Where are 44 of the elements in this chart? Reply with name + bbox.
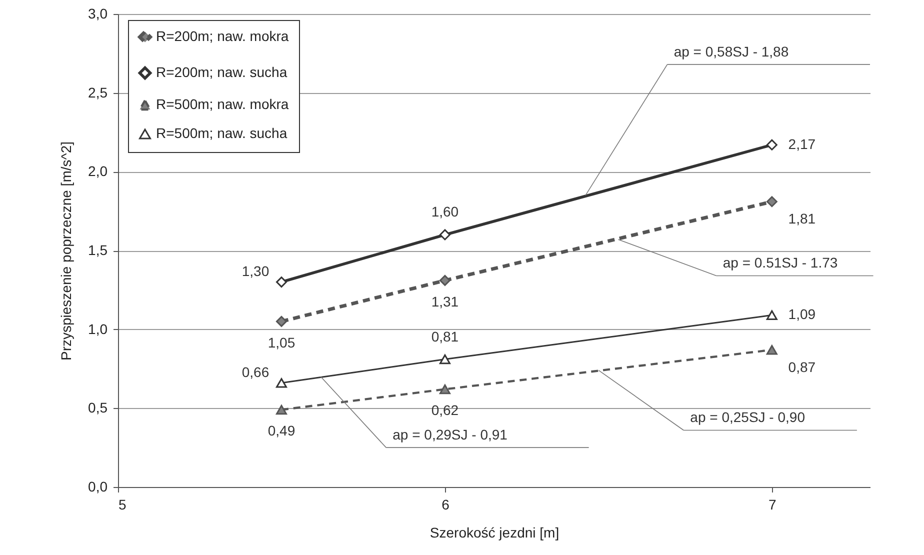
point <box>439 274 450 286</box>
y-tick-label: 2,0 <box>88 163 108 180</box>
x-tick-label: 6 <box>442 496 450 512</box>
data-label: 0,49 <box>268 422 296 439</box>
legend-label: R=200m; naw. sucha <box>156 64 288 80</box>
y-tick-label: 1,0 <box>88 320 108 337</box>
y-tick-label: 2,5 <box>88 84 108 100</box>
x-axis-title: Szerokość jezdni [m] <box>430 524 560 540</box>
data-label: 1,60 <box>431 204 459 220</box>
data-label: 1,81 <box>788 210 816 227</box>
data-label: 1,31 <box>431 293 459 310</box>
annotation: ap = 0,25SJ - 0,90 <box>690 409 806 426</box>
x-tick-label: 5 <box>118 496 126 512</box>
annotation: ap = 0.51SJ - 1.73 <box>722 254 838 271</box>
point <box>439 229 450 240</box>
annotation: ap = 0,29SJ - 0,91 <box>392 426 508 443</box>
data-label: 0,81 <box>431 328 459 344</box>
data-label: 0,62 <box>431 402 459 418</box>
point <box>766 310 778 320</box>
legend-label: R=200m; naw. mokra <box>156 28 289 44</box>
annotation: ap = 0,58SJ - 1,88 <box>674 43 789 60</box>
point <box>276 378 287 388</box>
data-label: 1,09 <box>788 306 816 322</box>
y-tick-label: 1,5 <box>88 242 108 258</box>
y-axis-title: Przyspieszenie poprzeczne [m/s^2] <box>58 142 74 360</box>
legend-label: R=500m; naw. mokra <box>156 96 289 112</box>
legend-label: R=500m; naw. sucha <box>156 125 288 141</box>
y-tick-label: 0,0 <box>88 478 108 494</box>
data-label: 2,17 <box>788 136 816 152</box>
point <box>766 344 778 355</box>
data-label: 0,87 <box>788 358 816 375</box>
point <box>276 316 287 327</box>
point <box>439 384 450 394</box>
data-label: 1,30 <box>242 263 270 280</box>
point <box>276 404 287 415</box>
point <box>766 196 778 208</box>
x-tick-label: 7 <box>768 496 777 512</box>
data-label: 1,05 <box>268 334 296 350</box>
y-tick-label: 0,5 <box>88 400 108 416</box>
point <box>276 276 287 288</box>
data-label: 0,66 <box>242 364 270 380</box>
point <box>766 139 778 150</box>
point <box>439 354 450 364</box>
y-tick-label: 3,0 <box>88 6 108 22</box>
